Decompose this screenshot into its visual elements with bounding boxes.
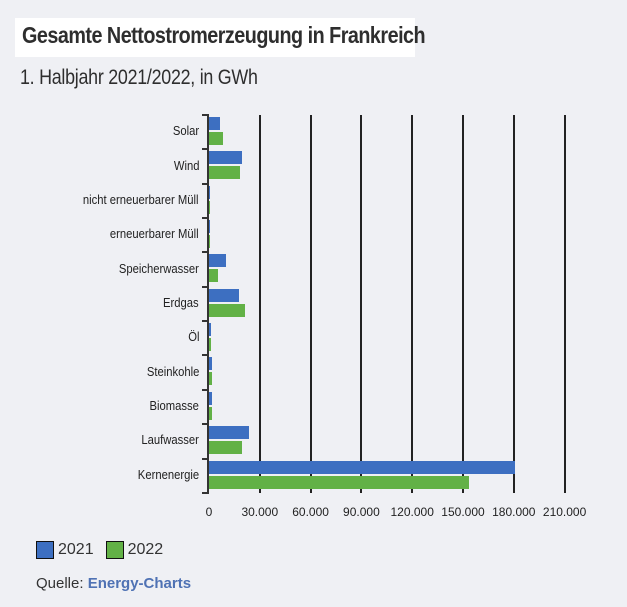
bar-2021: [209, 323, 212, 337]
chart-title: Gesamte Nettostromerzeugung in Frankreic…: [22, 22, 426, 48]
chart-subtitle: 1. Halbjahr 2021/2022, in GWh: [20, 66, 258, 89]
category-label: Öl: [187, 330, 199, 345]
category-label: Kernenergie: [137, 467, 199, 482]
source-line: Quelle: Energy-Charts: [36, 575, 191, 592]
y-tick: [202, 388, 209, 391]
x-tick-label: 180.000: [492, 505, 536, 519]
bar-2021: [209, 254, 226, 268]
x-tick-label: 0: [205, 505, 213, 519]
bar-2021: [209, 185, 211, 199]
bar-2021: [209, 426, 249, 440]
category-label: Biomasse: [149, 398, 199, 413]
y-tick: [202, 217, 209, 220]
gridline: [462, 115, 464, 493]
y-tick: [202, 182, 209, 185]
bar-2022: [209, 235, 211, 249]
y-tick: [202, 148, 209, 151]
bar-2022: [209, 372, 213, 386]
y-tick: [202, 354, 209, 357]
legend-label-2021: 2021: [58, 541, 94, 558]
bar-2022: [209, 475, 469, 489]
legend-label-2022: 2022: [127, 541, 164, 558]
bar-2022: [209, 338, 211, 352]
legend-swatch-2022: [105, 541, 124, 559]
x-tick-label: 90.000: [343, 505, 380, 519]
bar-2022: [209, 200, 211, 214]
bar-2022: [209, 166, 240, 180]
bar-2022: [209, 132, 224, 145]
y-axis: [207, 115, 209, 493]
category-label: nicht erneuerbarer Müll: [83, 192, 199, 207]
gridline: [309, 115, 312, 493]
bar-2021: [209, 151, 243, 165]
title-background: [15, 18, 415, 57]
gridline: [360, 115, 363, 493]
category-label: Speicherwasser: [118, 261, 199, 276]
y-tick: [202, 114, 209, 116]
y-tick: [202, 251, 209, 254]
chart-legend: 2021 2022: [36, 541, 175, 559]
y-tick: [202, 320, 209, 323]
category-label: Solar: [172, 124, 199, 139]
source-link[interactable]: Energy-Charts: [87, 575, 192, 592]
gridline: [411, 115, 414, 493]
gridline: [512, 115, 515, 493]
bar-2021: [209, 357, 213, 371]
x-tick-label: 60.000: [292, 505, 329, 519]
category-label: Steinkohle: [146, 364, 199, 379]
category-label: Erdgas: [163, 295, 199, 310]
source-prefix: Quelle:: [36, 575, 84, 592]
x-tick-label: 120.000: [390, 505, 434, 519]
legend-item-2021: 2021: [36, 541, 94, 559]
bar-2021: [209, 117, 220, 130]
legend-item-2022: 2022: [105, 541, 164, 559]
y-tick: [202, 285, 209, 288]
bar-2021: [209, 391, 212, 405]
bar-2022: [209, 406, 212, 420]
legend-swatch-2021: [36, 541, 54, 559]
category-label: Wind: [173, 158, 199, 173]
x-tick-label: 210.000: [542, 505, 587, 519]
gridline: [563, 115, 566, 493]
y-tick: [202, 423, 209, 426]
x-tick-label: 30.000: [241, 505, 279, 519]
y-tick: [202, 491, 209, 494]
bar-2021: [209, 220, 211, 234]
category-label: Laufwasser: [141, 433, 199, 448]
bar-2022: [209, 303, 246, 317]
gridline: [258, 115, 261, 493]
category-label: erneuerbarer Müll: [110, 227, 199, 242]
bar-2021: [209, 460, 515, 474]
bar-2022: [209, 441, 243, 455]
x-tick-label: 150.000: [441, 505, 485, 519]
y-tick: [202, 457, 209, 460]
bar-2022: [209, 269, 218, 283]
bar-2021: [209, 288, 239, 302]
